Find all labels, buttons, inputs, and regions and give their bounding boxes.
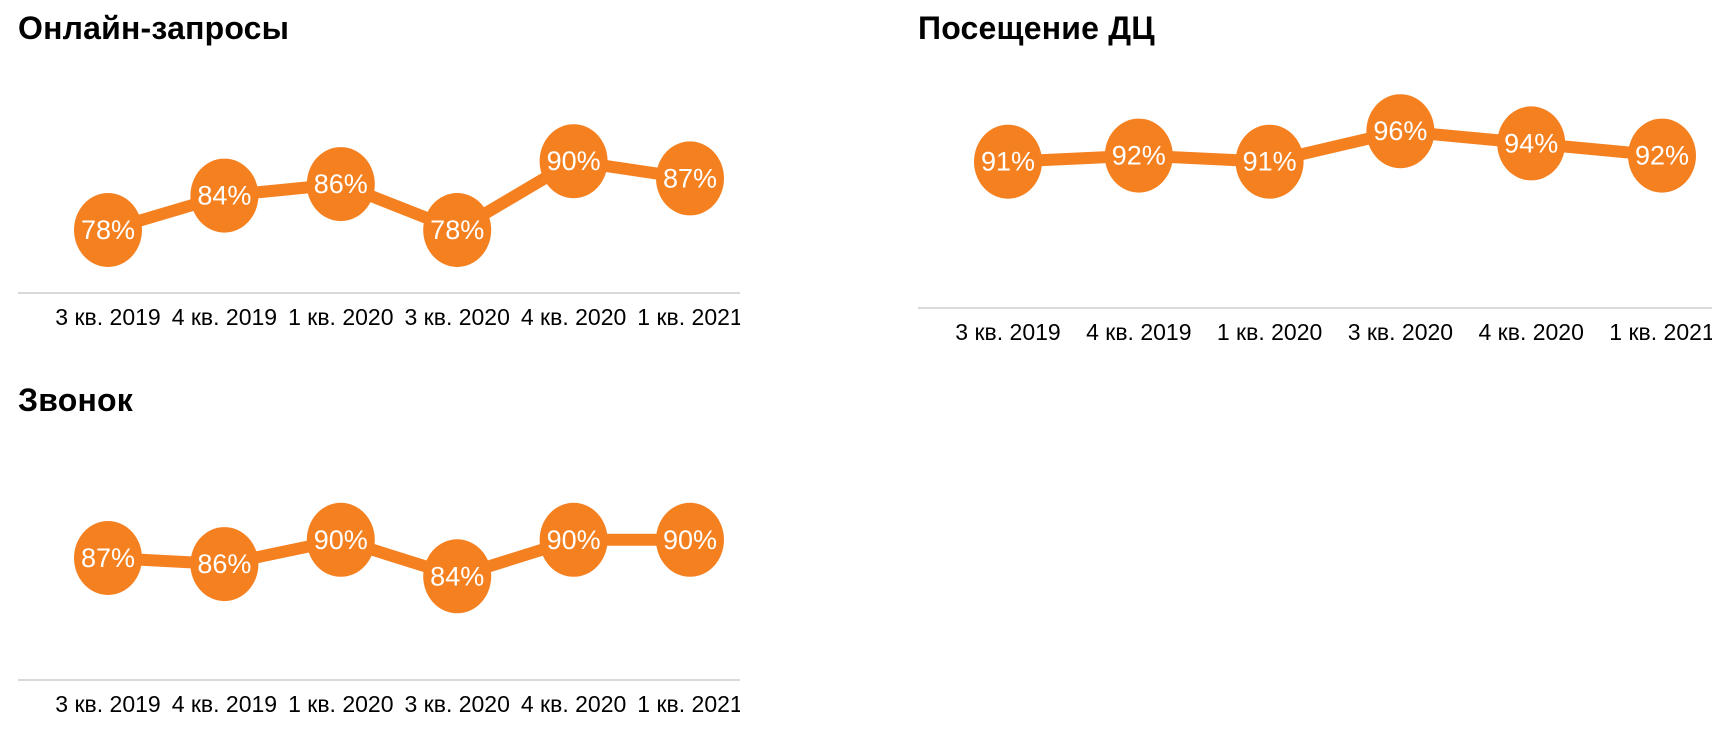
x-axis-label: 3 кв. 2019 bbox=[55, 691, 160, 717]
x-axis-label: 4 кв. 2019 bbox=[172, 304, 277, 330]
chart-title-dealer-center-visit: Посещение ДЦ bbox=[918, 10, 1155, 46]
data-point-marker bbox=[974, 124, 1042, 199]
data-point-marker bbox=[423, 539, 492, 614]
data-point-value-label: 90% bbox=[547, 525, 601, 555]
chart-dealer-center-visit: Посещение ДЦ 91% 92% 91% 96% 94% 92% 3 кв. 201… bbox=[918, 0, 1712, 356]
chart-title-online-requests: Онлайн-запросы bbox=[18, 10, 290, 46]
data-point-value-label: 92% bbox=[1635, 141, 1689, 171]
data-point-value-label: 86% bbox=[314, 169, 368, 199]
data-point-marker bbox=[306, 502, 375, 577]
x-axis-label: 3 кв. 2020 bbox=[404, 304, 509, 330]
x-axis-label: 3 кв. 2019 bbox=[55, 304, 160, 330]
line-chart-call: 87% 86% 90% 84% 90% 90% 3 кв. 2019 4 кв. 2019 1 … bbox=[18, 502, 740, 717]
data-point-marker bbox=[74, 193, 142, 267]
data-point-value-label: 90% bbox=[547, 146, 601, 176]
x-axis-label: 1 кв. 2020 bbox=[288, 304, 393, 330]
data-point-marker bbox=[539, 502, 608, 577]
data-point-marker bbox=[1628, 118, 1696, 193]
data-point-value-label: 91% bbox=[981, 147, 1035, 177]
data-point-marker bbox=[656, 141, 724, 216]
x-axis-label: 1 кв. 2020 bbox=[288, 691, 393, 717]
charts-row-bottom: Звонок 87% 86% 90% 84% 90% 90% 3 кв. 2019 4 кв.… bbox=[0, 372, 1730, 728]
chart-title-call: Звонок bbox=[18, 382, 133, 418]
data-point-value-label: 90% bbox=[663, 525, 717, 555]
data-point-value-label: 92% bbox=[1112, 141, 1166, 171]
x-axis-label: 1 кв. 2020 bbox=[1217, 319, 1322, 345]
x-axis-label: 1 кв. 2021 bbox=[637, 304, 740, 330]
data-point-marker bbox=[423, 193, 492, 267]
x-axis-label: 3 кв. 2019 bbox=[955, 319, 1060, 345]
chart-call: Звонок 87% 86% 90% 84% 90% 90% 3 кв. 2019 4 кв.… bbox=[18, 372, 740, 728]
data-point-value-label: 94% bbox=[1504, 128, 1558, 158]
x-axis-label: 4 кв. 2019 bbox=[172, 691, 277, 717]
data-point-value-label: 90% bbox=[314, 525, 368, 555]
data-point-value-label: 87% bbox=[81, 543, 135, 573]
charts-row-top: Онлайн-запросы 78% 84% 86% 78% 90% 87% 3 кв. 2… bbox=[0, 0, 1730, 356]
x-axis-label: 3 кв. 2020 bbox=[404, 691, 509, 717]
data-point-marker bbox=[190, 158, 259, 233]
x-axis-label: 4 кв. 2019 bbox=[1086, 319, 1191, 345]
line-chart-online-requests: 78% 84% 86% 78% 90% 87% 3 кв. 2019 4 кв. 2019 1 … bbox=[18, 124, 740, 330]
chart-online-requests: Онлайн-запросы 78% 84% 86% 78% 90% 87% 3 кв. 2… bbox=[18, 0, 740, 341]
data-point-value-label: 86% bbox=[197, 549, 251, 579]
data-point-marker bbox=[306, 147, 375, 222]
line-chart-dealer-center-visit: 91% 92% 91% 96% 94% 92% 3 кв. 2019 4 кв. 2019 1 … bbox=[918, 94, 1712, 345]
x-axis-label: 4 кв. 2020 bbox=[1478, 319, 1583, 345]
data-point-value-label: 78% bbox=[430, 215, 484, 245]
data-point-marker bbox=[1366, 94, 1435, 169]
data-point-value-label: 87% bbox=[663, 163, 717, 193]
x-axis-label: 4 кв. 2020 bbox=[521, 691, 626, 717]
data-point-value-label: 78% bbox=[81, 215, 135, 245]
x-axis-label: 4 кв. 2020 bbox=[521, 304, 626, 330]
data-point-marker bbox=[656, 502, 724, 577]
data-point-value-label: 91% bbox=[1243, 147, 1297, 177]
data-point-value-label: 84% bbox=[197, 181, 251, 211]
data-point-marker bbox=[1104, 118, 1173, 193]
data-point-value-label: 84% bbox=[430, 561, 484, 591]
data-point-marker bbox=[539, 124, 608, 199]
x-axis-label: 1 кв. 2021 bbox=[1609, 319, 1712, 345]
x-axis-label: 1 кв. 2021 bbox=[637, 691, 740, 717]
data-point-value-label: 96% bbox=[1373, 116, 1427, 146]
data-point-marker bbox=[1497, 106, 1566, 181]
data-point-marker bbox=[74, 521, 142, 595]
data-point-marker bbox=[1235, 124, 1304, 199]
x-axis-label: 3 кв. 2020 bbox=[1348, 319, 1453, 345]
data-point-marker bbox=[190, 527, 259, 602]
